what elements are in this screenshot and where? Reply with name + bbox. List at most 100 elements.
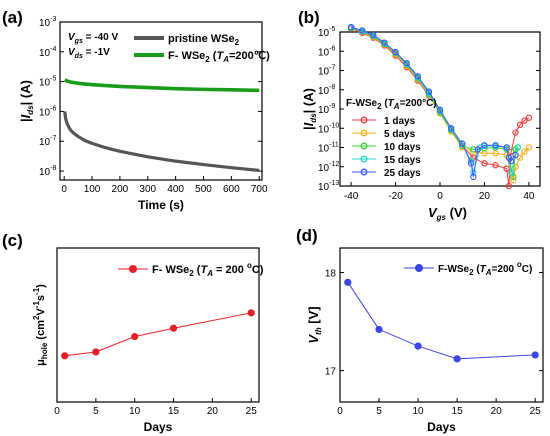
- legend-title-part: =200°C): [400, 98, 437, 109]
- legend-marker: [415, 264, 423, 272]
- legend-label: F-WSe2 (TA=200 oC): [438, 260, 532, 277]
- vgs-part: = -40 V: [83, 32, 119, 43]
- y-tick-base: 10: [318, 86, 330, 97]
- data-point: [521, 117, 528, 124]
- data-point: [92, 348, 100, 356]
- data-point: [512, 151, 519, 159]
- series-line: [347, 282, 536, 360]
- y-tick-exponent: -8: [329, 84, 335, 91]
- panel-d: (d) 17 18 0 5 10 15 20 25 Days Vth [V] F-WSe2 (TA=2…: [296, 226, 544, 434]
- y-tick-label: 10-6: [318, 45, 335, 58]
- legend-marker: [129, 265, 137, 273]
- series-line: [64, 312, 252, 357]
- y-tick-label: 10-8: [39, 165, 56, 178]
- data-point: [516, 121, 524, 129]
- legend-label-part: T: [480, 264, 487, 275]
- y-axis-label-part: ds: [309, 113, 318, 123]
- legend-label: pristine WSe2: [168, 33, 240, 47]
- data-point: [470, 146, 477, 153]
- legend-label-part: T: [200, 264, 208, 276]
- x-tick-label: 0: [437, 191, 443, 202]
- legend-label: 1 days: [384, 116, 416, 127]
- data-point: [503, 165, 510, 172]
- vgs-part: V: [68, 32, 76, 43]
- data-point: [414, 342, 422, 350]
- data-point: [436, 106, 444, 114]
- y-tick-base: 10: [39, 18, 51, 29]
- data-point: [375, 325, 383, 334]
- legend-label-part: o: [247, 261, 252, 270]
- x-tick-label: 40: [523, 191, 535, 202]
- y-tick-label: 18: [325, 269, 337, 280]
- data-point: [61, 352, 69, 360]
- data-point: [492, 142, 499, 149]
- y-tick-exponent: -9: [329, 103, 335, 110]
- x-tick-label: -40: [344, 191, 359, 202]
- series-line: [63, 111, 260, 173]
- legend-marker: [360, 142, 368, 150]
- legend-label-part: 2: [189, 269, 194, 278]
- legend-label-part: (: [210, 50, 217, 62]
- panel-label: (a): [2, 8, 23, 27]
- data-point: [403, 59, 410, 67]
- y-axis-label-part: -1: [32, 301, 41, 309]
- data-point: [344, 278, 352, 286]
- data-point: [507, 157, 515, 165]
- legend-title-part: (: [382, 98, 389, 109]
- y-tick-exponent: -3: [50, 16, 56, 23]
- legend-label-part: C): [252, 264, 264, 276]
- legend-title-part: A: [393, 102, 400, 111]
- y-tick-exponent: -5: [50, 76, 56, 83]
- x-tick-label: 300: [139, 184, 156, 195]
- data-point: [470, 173, 477, 181]
- y-tick-base: 10: [318, 67, 330, 78]
- legend-label-part: F- WSe: [168, 50, 205, 62]
- y-tick-base: 10: [39, 167, 51, 178]
- legend-label-part: (: [474, 264, 481, 275]
- y-axis-label-part: I: [18, 114, 33, 118]
- y-tick-exponent: -12: [329, 161, 339, 168]
- y-tick-label: 10-10: [318, 122, 339, 135]
- y-tick-label: 10-5: [39, 76, 56, 89]
- legend-marker: [360, 155, 368, 163]
- x-tick-label: 700: [251, 184, 268, 195]
- legend-label-part: 2: [235, 38, 240, 47]
- y-tick-label: 10-6: [39, 105, 56, 118]
- y-tick-label: 10-9: [318, 103, 335, 116]
- x-tick-label: 25: [530, 406, 542, 417]
- y-axis-label-part: V: [306, 334, 321, 344]
- data-point: [459, 140, 466, 147]
- y-axis-label-part: | (A): [18, 80, 33, 105]
- data-point: [481, 142, 488, 149]
- x-tick-label: 0: [61, 184, 67, 195]
- panel-label: (c): [2, 231, 23, 250]
- y-axis-label-part: ): [35, 284, 47, 288]
- legend-label-part: = 200: [213, 264, 247, 276]
- data-point: [525, 114, 533, 121]
- x-tick-label: 600: [223, 184, 240, 195]
- legend-label: F- WSe2 (TA=200℃): [168, 50, 270, 64]
- x-tick-label: 20: [491, 406, 503, 417]
- vds-part: ds: [75, 53, 83, 60]
- y-tick-base: 10: [318, 124, 330, 135]
- y-tick-base: 10: [318, 163, 330, 174]
- data-point: [507, 169, 515, 176]
- x-tick-label: 500: [195, 184, 212, 195]
- legend-label-part: A: [222, 55, 229, 64]
- x-tick-label: -20: [388, 191, 403, 202]
- y-tick-label: 10-11: [318, 142, 339, 155]
- data-point: [503, 146, 510, 153]
- data-point: [392, 48, 399, 56]
- y-tick-label: 10-7: [39, 135, 56, 148]
- y-tick-exponent: -10: [329, 122, 339, 129]
- x-axis-label: Days: [427, 420, 456, 434]
- y-axis-label-part: s: [35, 295, 47, 301]
- y-axis-label: μhole (cm2V-1s-1): [32, 284, 49, 366]
- y-tick-base: 10: [318, 47, 330, 58]
- y-tick-base: 10: [318, 28, 330, 39]
- x-tick-label: 200: [112, 184, 129, 195]
- y-axis-label: Vth [V]: [306, 306, 323, 343]
- legend-label-part: F-WSe: [438, 264, 470, 275]
- x-tick-label: 5: [376, 406, 382, 417]
